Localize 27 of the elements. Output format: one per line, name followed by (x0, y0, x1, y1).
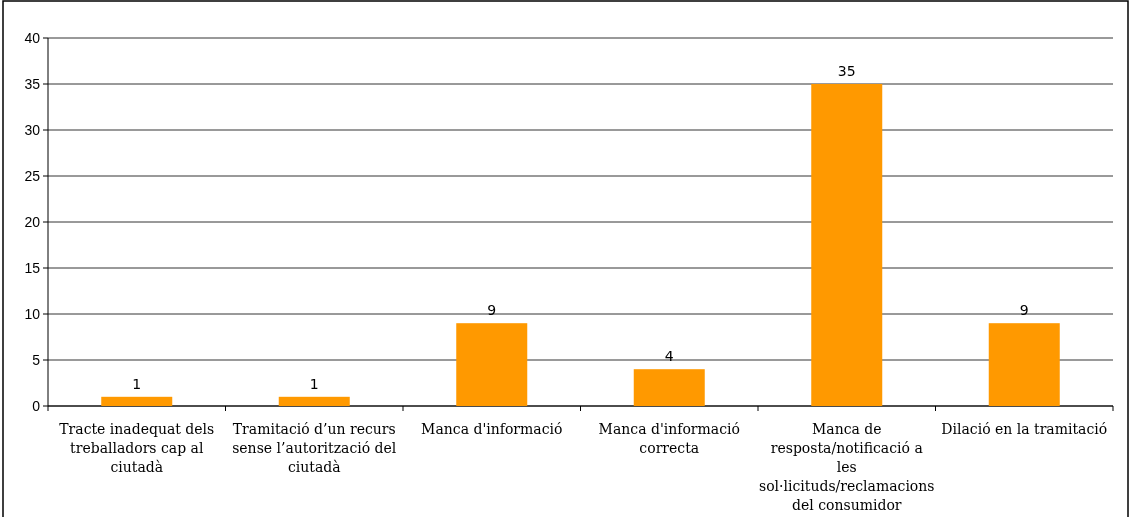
y-tick-label: 20 (24, 213, 41, 230)
x-tick-label: Manca de resposta/notificació a les sol·licituds/reclamacions del consumidor (758, 421, 935, 513)
y-tick-label: 25 (24, 167, 41, 184)
y-tick-label: 15 (24, 259, 41, 276)
bar (278, 396, 350, 406)
data-label: 4 (664, 348, 674, 365)
data-label: 9 (487, 302, 497, 319)
bar (811, 84, 883, 406)
y-tick-label: 40 (24, 29, 41, 46)
y-tick-label: 35 (24, 75, 41, 92)
x-tick-label: Manca d'informació (421, 421, 563, 437)
bar (101, 396, 173, 406)
data-label: 1 (132, 375, 142, 392)
y-tick-label: 30 (24, 121, 41, 138)
x-tick-label: Dilació en la tramitació (941, 421, 1108, 437)
y-tick-label: 0 (32, 397, 41, 414)
data-label: 9 (1019, 302, 1029, 319)
x-tick-label: Tracte inadequat dels treballadors cap al ciutadà (59, 421, 215, 475)
y-tick-label: 10 (24, 305, 41, 322)
bar (633, 369, 705, 406)
data-label: 35 (837, 63, 856, 79)
y-tick-label: 5 (32, 351, 41, 368)
bar (456, 323, 528, 406)
bar (988, 323, 1060, 406)
x-tick-label: Tramitació d’un recurs sense l’autorització del ciutadà (232, 421, 397, 475)
data-label: 1 (309, 375, 319, 392)
x-tick-label: Manca d'informació correcta (598, 421, 740, 456)
